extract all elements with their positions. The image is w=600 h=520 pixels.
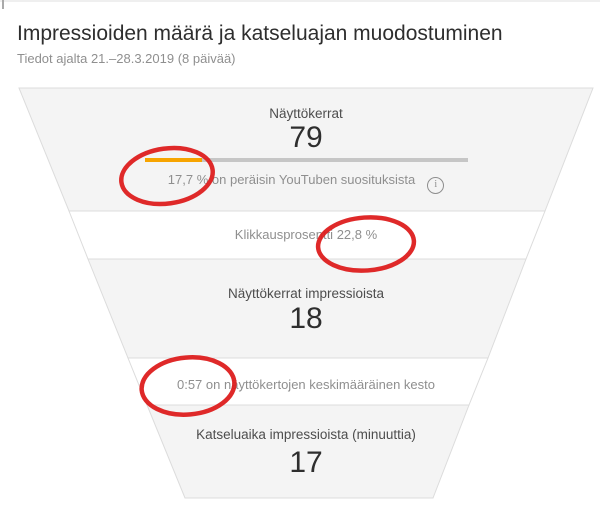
impressions-source-caption-text: on peräisin YouTuben suosituksista	[211, 172, 416, 187]
impressions-source-caption: 17,7 % on peräisin YouTuben suosituksist…	[12, 172, 600, 194]
avg-duration-line: 0:57 on näyttökertojen keskimääräinen ke…	[12, 377, 600, 392]
watch-time-label: Katseluaika impressioista (minuuttia)	[196, 427, 416, 442]
watch-time-value: 17	[289, 446, 323, 479]
ctr-value: 22,8 %	[336, 227, 378, 242]
ctr-label: Klikkausprosentti	[234, 227, 334, 242]
impressions-value: 79	[289, 121, 323, 154]
ctr-line: Klikkausprosentti 22,8 %	[12, 227, 600, 242]
avg-duration-value: 0:57	[176, 377, 203, 392]
top-edge-divider	[0, 0, 600, 2]
views-from-impressions-label: Näyttökerrat impressioista	[227, 286, 385, 301]
impressions-source-bar	[145, 158, 468, 162]
funnel-section-watch-time	[146, 404, 470, 499]
date-range-subtitle: Tiedot ajalta 21.–28.3.2019 (8 päivää)	[17, 51, 236, 66]
impressions-source-percent: 17,7 %	[167, 172, 209, 187]
crop-artifact-tick	[2, 0, 4, 9]
impressions-source-bar-fill	[145, 158, 203, 162]
impressions-label: Näyttökerrat	[269, 106, 343, 121]
avg-duration-label-text: on näyttökertojen keskimääräinen kesto	[205, 377, 435, 392]
views-from-impressions-value: 18	[289, 302, 323, 335]
info-icon[interactable]: i	[427, 177, 445, 194]
page-title: Impressioiden määrä ja katseluajan muodo…	[17, 22, 503, 45]
